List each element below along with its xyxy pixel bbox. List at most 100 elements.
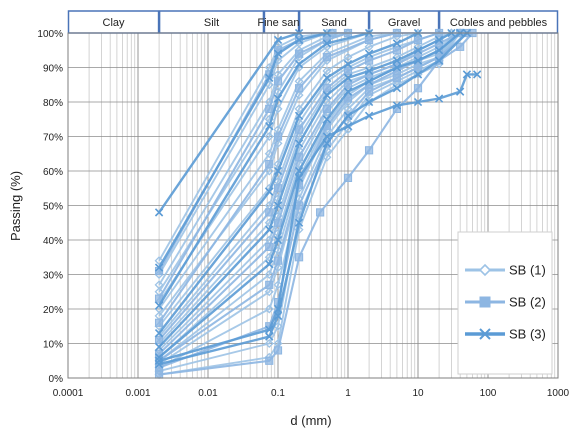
data-point (392, 56, 402, 65)
data-point (343, 94, 353, 103)
data-point (392, 101, 402, 110)
series-1-curve-8 (158, 32, 419, 327)
x-tick-label: 0.001 (125, 388, 150, 399)
y-tick-label: 50% (43, 202, 63, 213)
data-point (322, 104, 332, 114)
data-point (294, 35, 304, 45)
data-point (343, 111, 353, 120)
data-point (322, 115, 332, 124)
data-point (154, 301, 164, 310)
data-point (265, 208, 274, 217)
y-tick-label: 20% (43, 305, 63, 316)
y-tick-label: 100% (37, 29, 63, 40)
data-point (455, 87, 465, 96)
x-tick-label: 100 (480, 388, 497, 399)
data-point (294, 173, 304, 183)
series-2-curve-4 (158, 32, 440, 341)
data-point (322, 84, 332, 93)
data-point (154, 360, 164, 369)
y-tick-label: 30% (43, 271, 63, 282)
data-point (294, 253, 304, 262)
data-point (472, 70, 482, 79)
data-point (364, 77, 374, 86)
series-1-curve-5 (158, 32, 370, 303)
data-point (294, 125, 304, 134)
y-tick-label: 10% (43, 340, 63, 351)
data-point (265, 332, 274, 341)
data-point (364, 49, 374, 58)
data-point (265, 242, 274, 252)
data-point (322, 53, 332, 62)
y-axis-title: Passing (%) (8, 171, 23, 241)
data-point (343, 87, 353, 96)
data-point (413, 84, 423, 93)
data-point (294, 84, 304, 93)
data-point (264, 338, 274, 349)
data-point (294, 153, 304, 162)
data-point (154, 335, 164, 345)
legend: SB (1) SB (2) SB (3) (457, 231, 553, 375)
series-3-curve-3 (158, 31, 370, 307)
data-point (413, 97, 423, 107)
data-point (364, 146, 374, 155)
data-point (265, 73, 274, 83)
data-point (434, 94, 444, 103)
data-point (273, 94, 283, 103)
data-point (265, 259, 274, 269)
data-point (264, 149, 274, 159)
data-point (413, 56, 423, 65)
data-point (273, 280, 283, 290)
data-point (273, 235, 283, 245)
data-point (273, 321, 283, 331)
data-point (364, 111, 374, 120)
series-1-curve-16 (158, 32, 461, 373)
soil-band-label: Cobles and pebbles (450, 17, 548, 29)
data-point (294, 218, 304, 227)
data-point (154, 356, 164, 365)
data-point (294, 49, 304, 58)
data-point (154, 328, 164, 338)
data-point (343, 73, 353, 83)
data-point (462, 70, 472, 79)
data-point (265, 356, 274, 365)
data-point (364, 66, 374, 76)
data-point (273, 304, 283, 314)
data-point (413, 63, 423, 72)
series-layer (154, 28, 482, 380)
data-point (434, 46, 444, 55)
data-point (264, 166, 274, 176)
data-point (154, 263, 164, 272)
data-point (434, 56, 444, 65)
soil-band-label: Gravel (388, 17, 420, 29)
data-point (273, 77, 283, 86)
data-point (265, 187, 274, 196)
data-point (364, 87, 374, 96)
x-tick-label: 0.0001 (53, 388, 84, 399)
soil-class-bands: Clay Silt Fine sand Sand Gravel Cobles and pe… (67, 10, 559, 34)
x-tick-label: 0.1 (271, 388, 285, 399)
y-tick-label: 0% (49, 374, 64, 385)
data-point (154, 370, 164, 379)
x-tick-label: 1 (345, 388, 351, 399)
data-point (343, 59, 353, 69)
data-point (294, 201, 304, 210)
data-point (294, 111, 304, 120)
data-point (273, 256, 283, 265)
legend-label: SB (3) (509, 327, 546, 342)
data-point (434, 35, 444, 45)
y-tick-label: 80% (43, 98, 63, 109)
data-point (273, 166, 283, 176)
data-point (154, 208, 164, 217)
data-point (456, 42, 465, 51)
data-point (392, 63, 402, 72)
data-point (154, 342, 164, 352)
legend-marker (478, 263, 492, 277)
legend-marker (479, 296, 491, 308)
data-point (322, 66, 332, 76)
data-point (273, 132, 283, 141)
y-tick-labels: 0% 10% 20% 30% 40% 50% 60% 70% 80% 90% 100% (37, 29, 63, 385)
data-point (294, 59, 304, 69)
data-point (154, 318, 164, 327)
soil-band-label: Fine sand (257, 17, 305, 29)
